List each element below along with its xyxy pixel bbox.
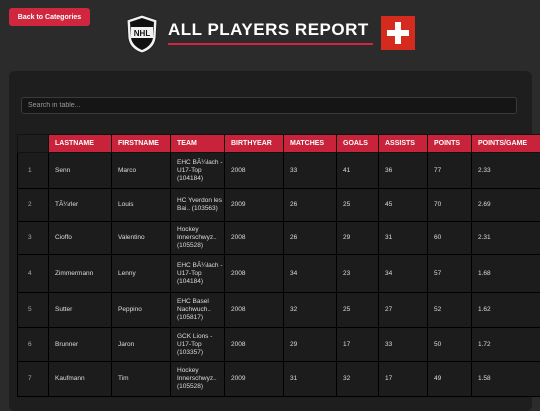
table-row[interactable]: 6 Brunner Jaron GCK Lions - U17-Top (103… (18, 328, 540, 362)
cell-points-per-game: 1.72 (472, 328, 540, 362)
row-index: 4 (18, 255, 49, 293)
column-header-matches[interactable]: MATCHES (284, 135, 337, 153)
cell-birthyear: 2008 (225, 153, 284, 189)
column-header-index[interactable] (18, 135, 49, 153)
cell-lastname: Kaufmann (49, 362, 112, 397)
cell-birthyear: 2009 (225, 189, 284, 222)
cell-firstname: Valentino (112, 222, 171, 255)
cell-birthyear: 2008 (225, 293, 284, 328)
table-row[interactable]: 2 TÃ¼rler Louis HC Yverdon les Bai.. (10… (18, 189, 540, 222)
cell-matches: 32 (284, 293, 337, 328)
cell-birthyear: 2008 (225, 255, 284, 293)
cell-firstname: Tim (112, 362, 171, 397)
cell-assists: 33 (379, 328, 428, 362)
cell-goals: 25 (337, 293, 379, 328)
cell-assists: 34 (379, 255, 428, 293)
cell-firstname: Louis (112, 189, 171, 222)
cell-firstname: Marco (112, 153, 171, 189)
table-row[interactable]: 5 Sutter Peppino EHC Basel Nachwuch.. (1… (18, 293, 540, 328)
cell-goals: 25 (337, 189, 379, 222)
cell-matches: 26 (284, 222, 337, 255)
cell-matches: 31 (284, 362, 337, 397)
cell-matches: 34 (284, 255, 337, 293)
cell-team: Hockey Innerschwyz.. (105528) (171, 362, 225, 397)
column-header-points-per-game[interactable]: POINTS/GAME (472, 135, 540, 153)
cell-birthyear: 2008 (225, 328, 284, 362)
cell-goals: 17 (337, 328, 379, 362)
column-header-points[interactable]: POINTS (428, 135, 472, 153)
cell-points: 70 (428, 189, 472, 222)
cell-team: EHC BÃ¼lach - U17-Top (104184) (171, 255, 225, 293)
cell-points: 50 (428, 328, 472, 362)
cell-assists: 45 (379, 189, 428, 222)
cell-goals: 23 (337, 255, 379, 293)
cell-team: GCK Lions - U17-Top (103357) (171, 328, 225, 362)
cell-points-per-game: 2.69 (472, 189, 540, 222)
table-row[interactable]: 7 Kaufmann Tim Hockey Innerschwyz.. (105… (18, 362, 540, 397)
cell-goals: 41 (337, 153, 379, 189)
cell-lastname: Senn (49, 153, 112, 189)
title-underline (168, 43, 373, 45)
cell-matches: 29 (284, 328, 337, 362)
search-input[interactable] (21, 97, 517, 114)
table-row[interactable]: 1 Senn Marco EHC BÃ¼lach - U17-Top (1041… (18, 153, 540, 189)
row-index: 5 (18, 293, 49, 328)
cell-assists: 36 (379, 153, 428, 189)
cell-lastname: TÃ¼rler (49, 189, 112, 222)
column-header-birthyear[interactable]: BIRTHYEAR (225, 135, 284, 153)
table-header-row: LASTNAME FIRSTNAME TEAM BIRTHYEAR MATCHE… (18, 135, 540, 153)
cell-assists: 31 (379, 222, 428, 255)
cell-points: 60 (428, 222, 472, 255)
page-title: ALL PLAYERS REPORT (168, 20, 369, 40)
cell-firstname: Peppino (112, 293, 171, 328)
cell-goals: 32 (337, 362, 379, 397)
table-row[interactable]: 3 Cioffo Valentino Hockey Innerschwyz.. … (18, 222, 540, 255)
table-row[interactable]: 4 Zimmermann Lenny EHC BÃ¼lach - U17-Top… (18, 255, 540, 293)
cell-team: EHC Basel Nachwuch.. (105817) (171, 293, 225, 328)
cell-birthyear: 2009 (225, 362, 284, 397)
cell-points-per-game: 1.58 (472, 362, 540, 397)
cell-birthyear: 2008 (225, 222, 284, 255)
cell-assists: 17 (379, 362, 428, 397)
row-index: 2 (18, 189, 49, 222)
cell-points-per-game: 1.68 (472, 255, 540, 293)
column-header-goals[interactable]: GOALS (337, 135, 379, 153)
cell-points-per-game: 2.33 (472, 153, 540, 189)
cell-firstname: Lenny (112, 255, 171, 293)
cell-team: EHC BÃ¼lach - U17-Top (104184) (171, 153, 225, 189)
cell-team: HC Yverdon les Bai.. (103563) (171, 189, 225, 222)
cell-assists: 27 (379, 293, 428, 328)
swiss-flag-icon (381, 16, 415, 50)
cell-lastname: Cioffo (49, 222, 112, 255)
players-table: LASTNAME FIRSTNAME TEAM BIRTHYEAR MATCHE… (17, 134, 540, 397)
svg-text:NHL: NHL (134, 29, 151, 38)
back-to-categories-button[interactable]: Back to Categories (9, 8, 90, 26)
cell-team: Hockey Innerschwyz.. (105528) (171, 222, 225, 255)
row-index: 1 (18, 153, 49, 189)
column-header-lastname[interactable]: LASTNAME (49, 135, 112, 153)
cell-lastname: Zimmermann (49, 255, 112, 293)
cell-points: 49 (428, 362, 472, 397)
cell-points: 77 (428, 153, 472, 189)
row-index: 3 (18, 222, 49, 255)
column-header-team[interactable]: TEAM (171, 135, 225, 153)
column-header-firstname[interactable]: FIRSTNAME (112, 135, 171, 153)
cell-matches: 33 (284, 153, 337, 189)
cell-points: 57 (428, 255, 472, 293)
cell-lastname: Sutter (49, 293, 112, 328)
row-index: 7 (18, 362, 49, 397)
cell-firstname: Jaron (112, 328, 171, 362)
cell-goals: 29 (337, 222, 379, 255)
cell-matches: 26 (284, 189, 337, 222)
cell-lastname: Brunner (49, 328, 112, 362)
cell-points-per-game: 2.31 (472, 222, 540, 255)
cell-points-per-game: 1.62 (472, 293, 540, 328)
nhl-shield-icon: NHL (124, 14, 160, 54)
column-header-assists[interactable]: ASSISTS (379, 135, 428, 153)
cell-points: 52 (428, 293, 472, 328)
row-index: 6 (18, 328, 49, 362)
